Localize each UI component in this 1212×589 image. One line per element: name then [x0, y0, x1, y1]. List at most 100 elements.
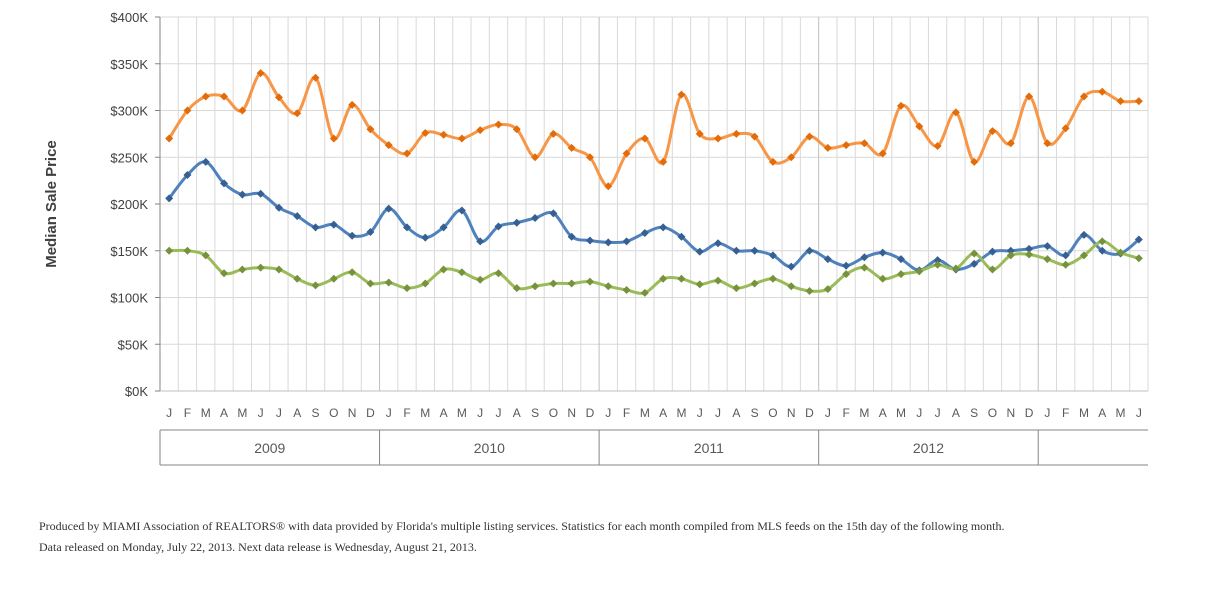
data-point: [604, 238, 613, 247]
data-point: [274, 93, 283, 102]
data-point: [494, 222, 503, 231]
x-year-label: 2010: [474, 440, 505, 456]
data-point: [750, 246, 759, 255]
x-month-label: A: [220, 406, 228, 420]
series-0: [165, 69, 1143, 191]
data-point: [567, 143, 576, 152]
data-point: [897, 255, 905, 264]
data-point: [842, 270, 851, 279]
x-month-label: O: [988, 406, 997, 420]
data-point: [897, 270, 905, 279]
data-point: [1098, 246, 1107, 255]
data-point: [329, 274, 338, 283]
data-point: [970, 249, 979, 258]
data-point: [220, 92, 229, 101]
data-point: [183, 106, 192, 115]
x-month-label: F: [403, 406, 410, 420]
y-tick-label: $0K: [125, 384, 148, 399]
data-point: [238, 190, 247, 199]
data-point: [622, 286, 631, 295]
data-point: [823, 285, 832, 294]
data-point: [256, 69, 265, 78]
x-month-label: J: [1044, 406, 1050, 420]
data-point: [201, 251, 210, 260]
data-point: [714, 134, 723, 143]
x-month-label: M: [640, 406, 650, 420]
data-point: [604, 282, 613, 291]
data-point: [567, 232, 576, 241]
x-month-label: O: [549, 406, 558, 420]
data-point: [329, 220, 338, 229]
x-month-label: A: [1098, 406, 1106, 420]
x-month-label: M: [237, 406, 247, 420]
y-tick-label: $300K: [110, 104, 148, 119]
y-tick-label: $50K: [118, 337, 149, 352]
data-point: [970, 157, 979, 166]
x-month-label: J: [1136, 406, 1142, 420]
data-point: [293, 109, 302, 118]
data-point: [823, 255, 832, 264]
data-point: [293, 212, 302, 221]
x-month-label: A: [513, 406, 521, 420]
data-point: [256, 263, 265, 272]
x-month-label: A: [952, 406, 960, 420]
data-point: [787, 153, 796, 162]
data-point: [1134, 97, 1143, 106]
data-point: [549, 279, 558, 288]
data-point: [384, 141, 393, 150]
data-point: [860, 263, 869, 272]
data-point: [476, 126, 485, 135]
data-point: [750, 279, 759, 288]
data-point: [714, 239, 723, 248]
footer-line-2: Data released on Monday, July 22, 2013. …: [39, 540, 477, 554]
data-point: [531, 153, 540, 162]
data-point: [494, 120, 503, 129]
data-point: [988, 265, 997, 274]
data-point: [220, 269, 229, 278]
x-month-label: D: [366, 406, 375, 420]
x-month-label: O: [768, 406, 777, 420]
data-point: [274, 265, 283, 274]
data-point: [238, 106, 247, 115]
data-point: [585, 236, 594, 245]
data-point: [897, 101, 905, 110]
y-tick-label: $400K: [110, 10, 148, 25]
data-point: [384, 278, 393, 287]
data-point: [1134, 254, 1143, 263]
y-axis-label: Median Sale Price: [43, 140, 60, 268]
x-month-label: D: [1025, 406, 1034, 420]
series-1: [165, 157, 1143, 275]
data-point: [256, 189, 265, 198]
data-point: [201, 92, 210, 101]
data-point: [585, 277, 594, 286]
x-month-label: F: [184, 406, 191, 420]
data-point: [604, 182, 613, 191]
data-point: [439, 130, 448, 139]
x-month-label: S: [312, 406, 320, 420]
series-2: [165, 237, 1143, 297]
data-point: [549, 129, 558, 138]
data-point: [933, 142, 942, 151]
data-point: [329, 134, 338, 143]
data-point: [183, 171, 192, 180]
series-lines: [165, 69, 1143, 297]
data-point: [933, 256, 942, 265]
data-point: [951, 108, 960, 117]
data-point: [878, 274, 887, 283]
x-month-label: M: [420, 406, 430, 420]
data-point: [311, 223, 320, 232]
data-point: [421, 279, 430, 288]
x-month-label: A: [440, 406, 448, 420]
x-month-label: J: [477, 406, 483, 420]
data-point: [274, 203, 283, 212]
data-point: [842, 261, 851, 270]
data-point: [439, 223, 448, 232]
data-point: [1061, 260, 1070, 269]
x-month-label: S: [970, 406, 978, 420]
data-point: [165, 194, 174, 203]
data-point: [988, 247, 997, 256]
data-point: [165, 246, 174, 255]
x-month-label: J: [276, 406, 282, 420]
data-point: [1006, 251, 1015, 260]
